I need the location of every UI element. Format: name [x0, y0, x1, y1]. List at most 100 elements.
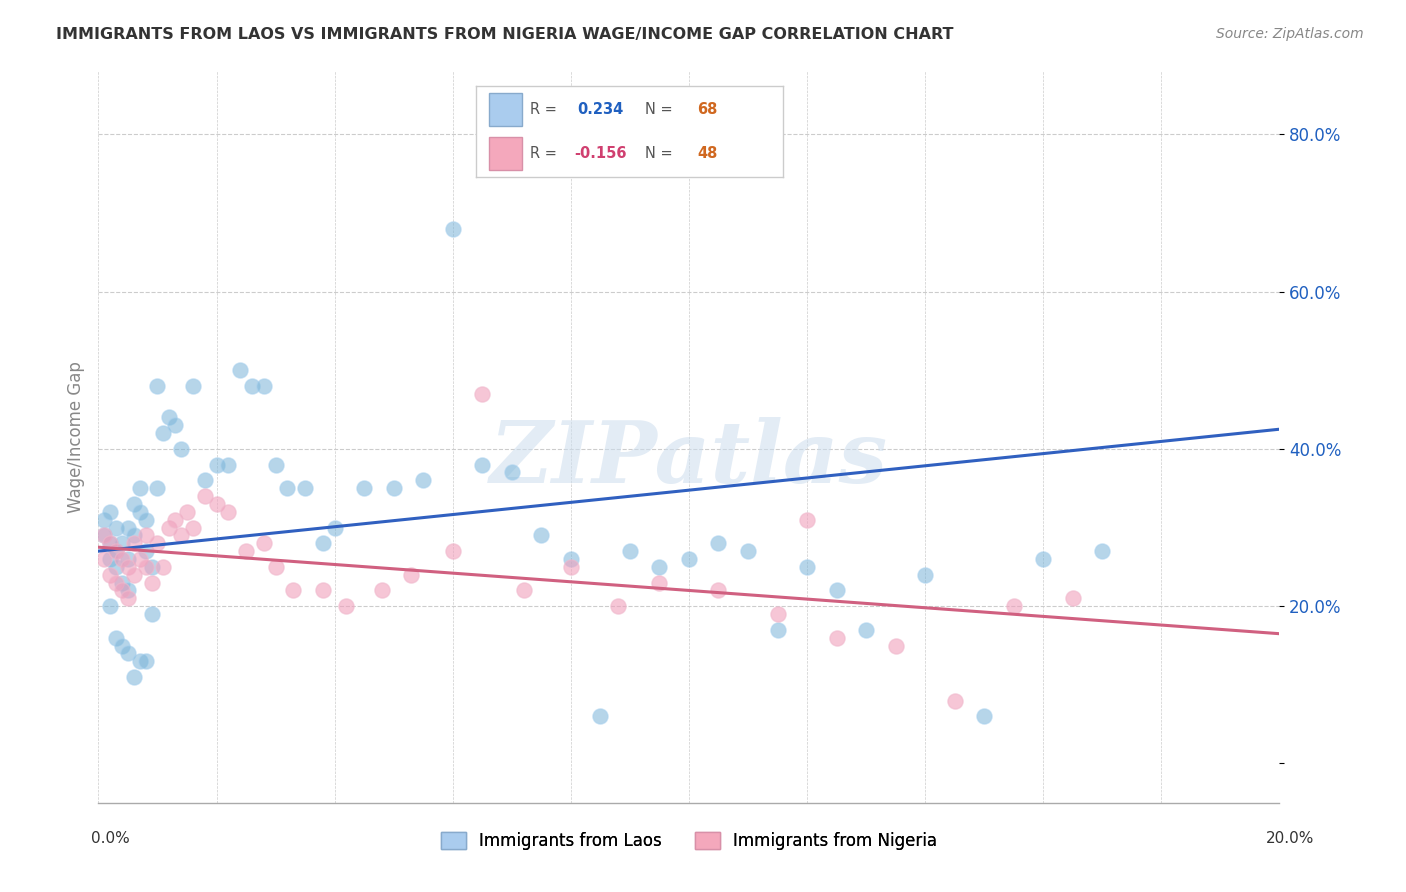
Point	[117, 646, 139, 660]
Point	[181, 379, 204, 393]
Point	[165, 513, 187, 527]
Point	[111, 536, 134, 550]
Point	[229, 363, 252, 377]
Point	[111, 552, 134, 566]
Point	[135, 544, 157, 558]
Point	[194, 489, 217, 503]
Point	[855, 623, 877, 637]
Point	[323, 520, 346, 534]
Point	[217, 458, 239, 472]
Point	[312, 583, 335, 598]
Point	[128, 481, 150, 495]
Point	[122, 497, 145, 511]
Legend: Immigrants from Laos, Immigrants from Nigeria: Immigrants from Laos, Immigrants from Ni…	[434, 825, 943, 856]
Point	[128, 505, 150, 519]
Point	[152, 426, 174, 441]
Point	[111, 583, 134, 598]
Point	[135, 513, 157, 527]
Point	[619, 544, 641, 558]
Point	[276, 481, 298, 495]
Point	[141, 607, 163, 621]
Point	[283, 583, 305, 598]
Point	[98, 552, 121, 566]
Point	[135, 559, 157, 574]
Point	[135, 528, 157, 542]
Point	[117, 552, 139, 566]
Point	[796, 559, 818, 574]
Point	[98, 599, 121, 614]
Point	[105, 559, 128, 574]
Point	[648, 559, 671, 574]
Point	[98, 567, 121, 582]
Point	[943, 693, 966, 707]
Point	[914, 567, 936, 582]
Point	[401, 567, 423, 582]
Point	[382, 481, 405, 495]
Point	[122, 536, 145, 550]
Point	[146, 536, 169, 550]
Point	[117, 591, 139, 606]
Point	[117, 583, 139, 598]
Point	[560, 559, 582, 574]
Point	[117, 520, 139, 534]
Point	[796, 513, 818, 527]
Point	[253, 536, 276, 550]
Point	[825, 631, 848, 645]
Point	[141, 559, 163, 574]
Point	[98, 536, 121, 550]
Point	[165, 418, 187, 433]
Point	[441, 221, 464, 235]
Point	[707, 536, 730, 550]
Point	[105, 631, 128, 645]
Point	[93, 528, 115, 542]
Point	[512, 583, 534, 598]
Point	[1062, 591, 1084, 606]
Point	[170, 528, 193, 542]
Point	[371, 583, 394, 598]
Point	[141, 575, 163, 590]
Point	[128, 552, 150, 566]
Point	[766, 623, 789, 637]
Point	[135, 654, 157, 668]
Point	[93, 552, 115, 566]
Text: ZIPatlas: ZIPatlas	[489, 417, 889, 500]
Point	[648, 575, 671, 590]
Point	[530, 528, 553, 542]
Point	[560, 552, 582, 566]
Point	[766, 607, 789, 621]
Point	[589, 709, 612, 723]
Point	[105, 544, 128, 558]
Point	[294, 481, 316, 495]
Point	[707, 583, 730, 598]
Text: 0.0%: 0.0%	[91, 831, 131, 846]
Point	[93, 528, 115, 542]
Point	[264, 559, 287, 574]
Point	[471, 458, 494, 472]
Point	[471, 387, 494, 401]
Point	[146, 379, 169, 393]
Point	[335, 599, 357, 614]
Point	[122, 567, 145, 582]
Point	[111, 639, 134, 653]
Point	[973, 709, 995, 723]
Point	[93, 513, 115, 527]
Point	[105, 520, 128, 534]
Point	[264, 458, 287, 472]
Point	[128, 654, 150, 668]
Point	[607, 599, 630, 614]
Point	[176, 505, 198, 519]
Text: 20.0%: 20.0%	[1267, 831, 1315, 846]
Point	[111, 575, 134, 590]
Point	[240, 379, 263, 393]
Point	[1032, 552, 1054, 566]
Point	[217, 505, 239, 519]
Point	[441, 544, 464, 558]
Point	[884, 639, 907, 653]
Y-axis label: Wage/Income Gap: Wage/Income Gap	[66, 361, 84, 513]
Text: Source: ZipAtlas.com: Source: ZipAtlas.com	[1216, 27, 1364, 41]
Point	[117, 559, 139, 574]
Point	[194, 473, 217, 487]
Point	[253, 379, 276, 393]
Point	[825, 583, 848, 598]
Point	[98, 505, 121, 519]
